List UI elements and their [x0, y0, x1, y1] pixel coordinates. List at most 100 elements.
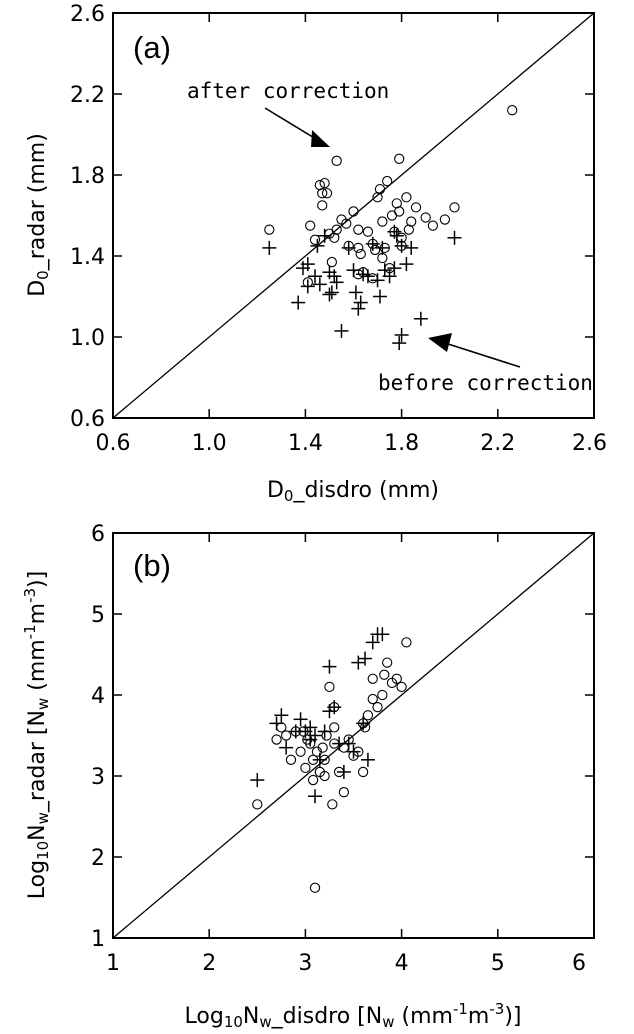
y-label-b-log: Log: [25, 860, 50, 899]
circle-point: [341, 218, 352, 229]
x-ticks-b: 1 2 3 4 5 6: [106, 533, 595, 976]
plus-point: [360, 269, 375, 284]
x-label-b-subw2: w: [382, 1013, 394, 1031]
x-label-b-unit1: (mm: [395, 1004, 453, 1029]
plus-point: [358, 651, 373, 666]
x-label-b-mid: _disdro [N: [271, 1004, 383, 1029]
x-label-b-m: m: [468, 1004, 489, 1029]
y-label-a-rest: _radar (mm): [25, 133, 50, 271]
y-label-b-close: )]: [25, 571, 50, 588]
circle-point: [295, 746, 306, 757]
plus-point: [375, 627, 390, 642]
plus-point: [356, 716, 371, 731]
circle-point: [394, 153, 405, 164]
x-label-a-d: D: [267, 478, 284, 503]
y-tick-label: 6: [91, 522, 105, 547]
plus-point: [322, 287, 337, 302]
circle-point: [410, 202, 422, 213]
plot-frame-a: [112, 12, 595, 419]
y-label-b-mid: _radar [N: [25, 710, 50, 813]
x-tick-label: 2: [202, 951, 216, 976]
x-label-b-sup1: -1: [453, 1000, 468, 1018]
plus-point: [322, 265, 337, 280]
circle-point: [372, 192, 383, 203]
circle-point: [271, 734, 282, 745]
y-label-b-sub10: 10: [34, 841, 52, 860]
y-axis-label-a: D0_radar (mm): [25, 133, 52, 297]
x-label-a-rest: _disdro (mm): [292, 478, 439, 503]
data-points-a: [262, 105, 518, 351]
x-label-b-sup2: -3: [489, 1000, 504, 1018]
circle-point: [309, 882, 321, 893]
circle-point: [264, 224, 275, 235]
x-tick-label: 1.4: [288, 431, 323, 456]
x-tick-label: 1.8: [384, 431, 419, 456]
circle-point: [281, 730, 292, 741]
circle-point: [314, 179, 325, 191]
plus-point: [346, 263, 361, 278]
circle-point: [382, 175, 393, 187]
arrowhead-after: [311, 130, 330, 147]
plus-point: [394, 327, 409, 342]
circle-point: [353, 224, 364, 235]
circle-point: [379, 669, 390, 680]
circle-point: [329, 232, 340, 243]
circle-point: [382, 657, 393, 668]
y-label-b-subw: w: [34, 812, 52, 824]
y-label-a-d: D: [25, 280, 50, 297]
circle-point: [319, 177, 330, 189]
circle-point: [427, 220, 439, 231]
circle-point: [252, 799, 263, 810]
circle-point: [348, 206, 359, 217]
plus-point: [341, 240, 356, 255]
plus-point: [308, 269, 323, 284]
circle-point: [338, 787, 350, 798]
plus-point: [346, 744, 361, 759]
circle-point: [329, 722, 340, 733]
x-tick-label: 5: [491, 951, 505, 976]
circle-point: [317, 188, 328, 199]
circle-point: [317, 742, 328, 753]
circle-point: [317, 200, 328, 211]
circle-point: [507, 105, 518, 116]
circle-point: [309, 234, 321, 245]
circle-point: [327, 799, 338, 810]
plus-point: [279, 740, 294, 755]
circle-point: [401, 637, 412, 648]
circle-point: [367, 673, 378, 684]
plus-point: [336, 764, 351, 779]
annotation-arrow-after: [264, 107, 317, 140]
plus-point: [353, 295, 368, 310]
circle-point: [355, 248, 366, 260]
y-label-b-sup1: -1: [21, 624, 39, 639]
circle-point: [377, 216, 388, 227]
plus-point: [413, 311, 428, 326]
x-tick-label: 6: [572, 951, 586, 976]
circle-point: [321, 730, 332, 741]
plus-point: [329, 275, 344, 290]
circle-point: [391, 198, 402, 209]
plus-point: [312, 752, 327, 767]
x-label-b-log: Log: [185, 1004, 224, 1029]
plus-point: [394, 238, 409, 253]
x-label-b-subw: w: [259, 1013, 271, 1031]
y-tick-label: 3: [91, 765, 105, 790]
circle-point: [305, 220, 316, 231]
circle-point: [372, 702, 383, 713]
plus-point: [303, 720, 318, 735]
x-label-b-n: N: [243, 1004, 259, 1029]
plus-point: [310, 238, 325, 253]
plus-point: [300, 257, 315, 272]
circle-point: [406, 216, 417, 227]
plus-point: [360, 752, 375, 767]
one-to-one-line-b: [112, 532, 595, 939]
y-tick-label: 2.2: [70, 83, 105, 108]
circle-point: [331, 224, 342, 235]
circle-point: [439, 214, 451, 225]
panel-label-b: (b): [133, 548, 171, 583]
y-ticks-b: 1 2 3 4 5 6: [91, 522, 594, 952]
y-label-b-unit1: (mm: [25, 639, 50, 697]
x-label-a-sub0: 0: [284, 487, 294, 505]
y-tick-label: 2: [91, 846, 105, 871]
plus-point: [351, 301, 366, 316]
